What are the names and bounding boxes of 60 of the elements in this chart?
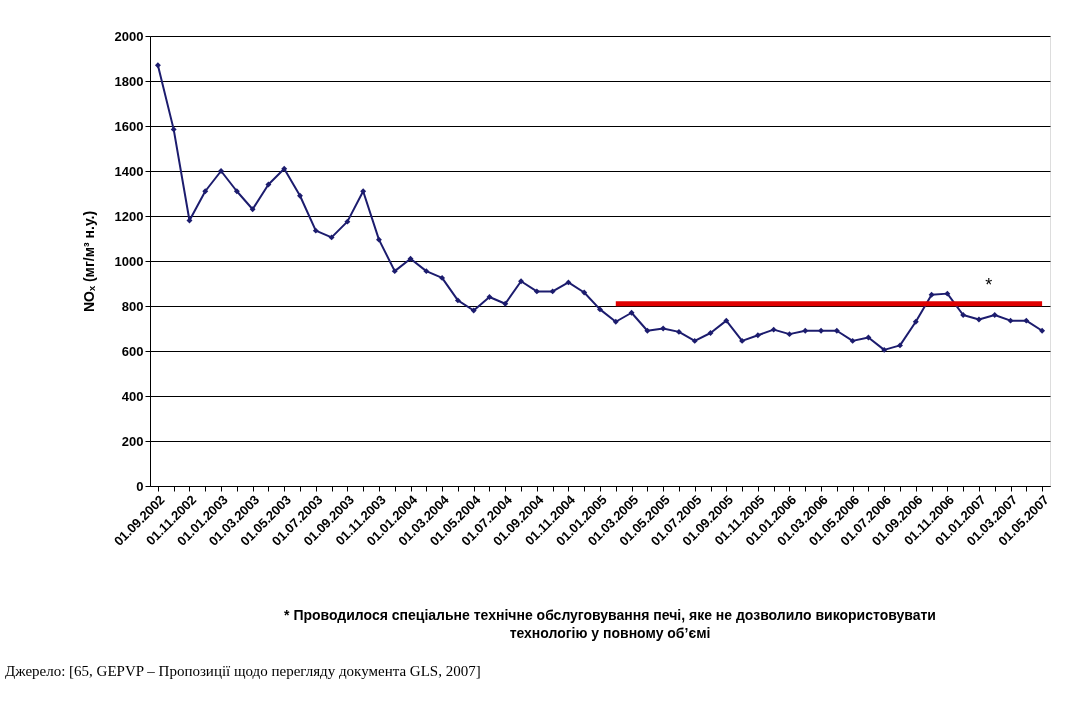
y-tick-label: 600 <box>121 343 144 359</box>
point <box>991 312 998 318</box>
point <box>391 268 398 275</box>
point <box>723 317 730 324</box>
point <box>312 227 319 234</box>
point <box>786 331 793 338</box>
point <box>154 62 161 69</box>
point <box>881 346 888 353</box>
point <box>470 307 477 314</box>
point <box>644 327 651 334</box>
point <box>328 234 335 241</box>
point <box>170 126 177 133</box>
y-tick-label: 800 <box>121 298 144 314</box>
point <box>770 326 777 333</box>
y-tick-label: 200 <box>121 433 144 449</box>
point <box>833 327 840 334</box>
point <box>265 181 272 188</box>
point <box>1023 317 1030 324</box>
point <box>818 327 825 334</box>
point <box>1039 327 1046 334</box>
y-tick-label: 1600 <box>114 118 144 134</box>
y-tick-label: 1000 <box>114 253 144 269</box>
point <box>1007 317 1014 324</box>
point <box>754 332 761 339</box>
point <box>375 236 382 243</box>
point <box>281 165 288 172</box>
text: * Проводилося спеціальне технічне обслуговування печі, яке не дозволило використовувати технологію у повному об’ємі <box>284 607 936 641</box>
point <box>423 268 430 275</box>
y-tick-label: 1400 <box>114 163 144 179</box>
point <box>533 288 540 295</box>
point <box>233 188 240 195</box>
point <box>249 206 256 213</box>
point <box>297 192 303 199</box>
y-axis-title: NOₓ (мг/м³ н.у.) <box>80 210 97 313</box>
point <box>849 337 856 344</box>
point <box>707 330 714 336</box>
point <box>454 297 461 304</box>
point <box>407 255 414 262</box>
point <box>928 291 935 298</box>
point <box>865 334 872 341</box>
point <box>628 309 635 316</box>
y-tick-label: 0 <box>136 478 144 494</box>
y-tick-label: 2000 <box>114 28 144 44</box>
point <box>960 312 967 318</box>
text: Джерело: [65, GEPVP – Пропозиції щодо перегляду документа GLS, 2007] <box>5 663 481 679</box>
point <box>581 289 588 296</box>
point <box>691 337 698 344</box>
point <box>975 316 982 323</box>
point <box>897 342 903 349</box>
annotation: * <box>985 274 993 295</box>
point <box>565 279 572 286</box>
point <box>486 294 493 300</box>
point <box>675 328 682 335</box>
point <box>518 278 525 285</box>
y-tick-label: 1800 <box>114 73 144 89</box>
point <box>218 168 225 174</box>
point <box>660 325 667 332</box>
point <box>597 306 603 313</box>
y-tick-label: 400 <box>121 388 144 404</box>
y-tick-label: 1200 <box>114 208 144 224</box>
